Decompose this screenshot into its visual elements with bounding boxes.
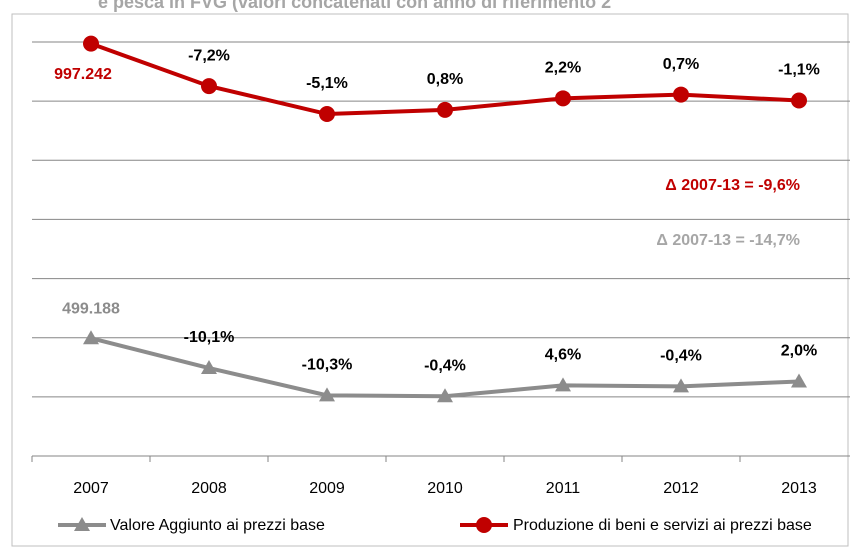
data-point xyxy=(555,377,571,392)
x-tick-label: 2013 xyxy=(781,480,817,497)
annotation: Δ 2007-13 = -9,6% xyxy=(665,177,800,194)
x-tick-label: 2012 xyxy=(663,480,699,497)
x-tick-label: 2010 xyxy=(427,480,463,497)
legend-marker xyxy=(476,517,492,533)
legend-label: Produzione di beni e servizi ai prezzi b… xyxy=(513,517,812,534)
data-point xyxy=(437,101,453,118)
data-point xyxy=(319,106,335,123)
data-label: -10,3% xyxy=(302,357,353,374)
data-label: -0,4% xyxy=(424,358,466,375)
data-label: 997.242 xyxy=(54,66,112,83)
data-label: -7,2% xyxy=(188,47,230,64)
data-point xyxy=(555,90,571,107)
data-point xyxy=(319,387,335,402)
x-tick-label: 2009 xyxy=(309,480,345,497)
data-point xyxy=(83,330,99,345)
data-label: 499.188 xyxy=(62,300,120,317)
legend-marker xyxy=(74,517,90,531)
legend-label: Valore Aggiunto ai prezzi base xyxy=(110,517,325,534)
data-point xyxy=(791,373,807,388)
annotation: Δ 2007-13 = -14,7% xyxy=(656,232,800,249)
chart-frame xyxy=(11,13,849,547)
data-label: -0,4% xyxy=(660,348,702,365)
data-point xyxy=(437,388,453,403)
data-label: 0,8% xyxy=(427,71,463,88)
data-label: 2,0% xyxy=(781,343,817,360)
x-tick-label: 2007 xyxy=(73,480,109,497)
data-label: 0,7% xyxy=(663,56,699,73)
x-tick-label: 2008 xyxy=(191,480,227,497)
data-label: 2,2% xyxy=(545,60,581,77)
data-label: -10,1% xyxy=(184,329,235,346)
chart-title: e pesca in FVG (valori concatenati con a… xyxy=(98,0,611,12)
data-label: -5,1% xyxy=(306,75,348,92)
data-label: -1,1% xyxy=(778,62,820,79)
data-label: 4,6% xyxy=(545,347,581,364)
data-point xyxy=(673,86,689,103)
data-point xyxy=(673,378,689,393)
data-point xyxy=(201,360,217,375)
data-point xyxy=(791,92,807,109)
x-tick-label: 2011 xyxy=(546,480,581,497)
data-point xyxy=(83,35,99,52)
data-point xyxy=(201,78,217,95)
